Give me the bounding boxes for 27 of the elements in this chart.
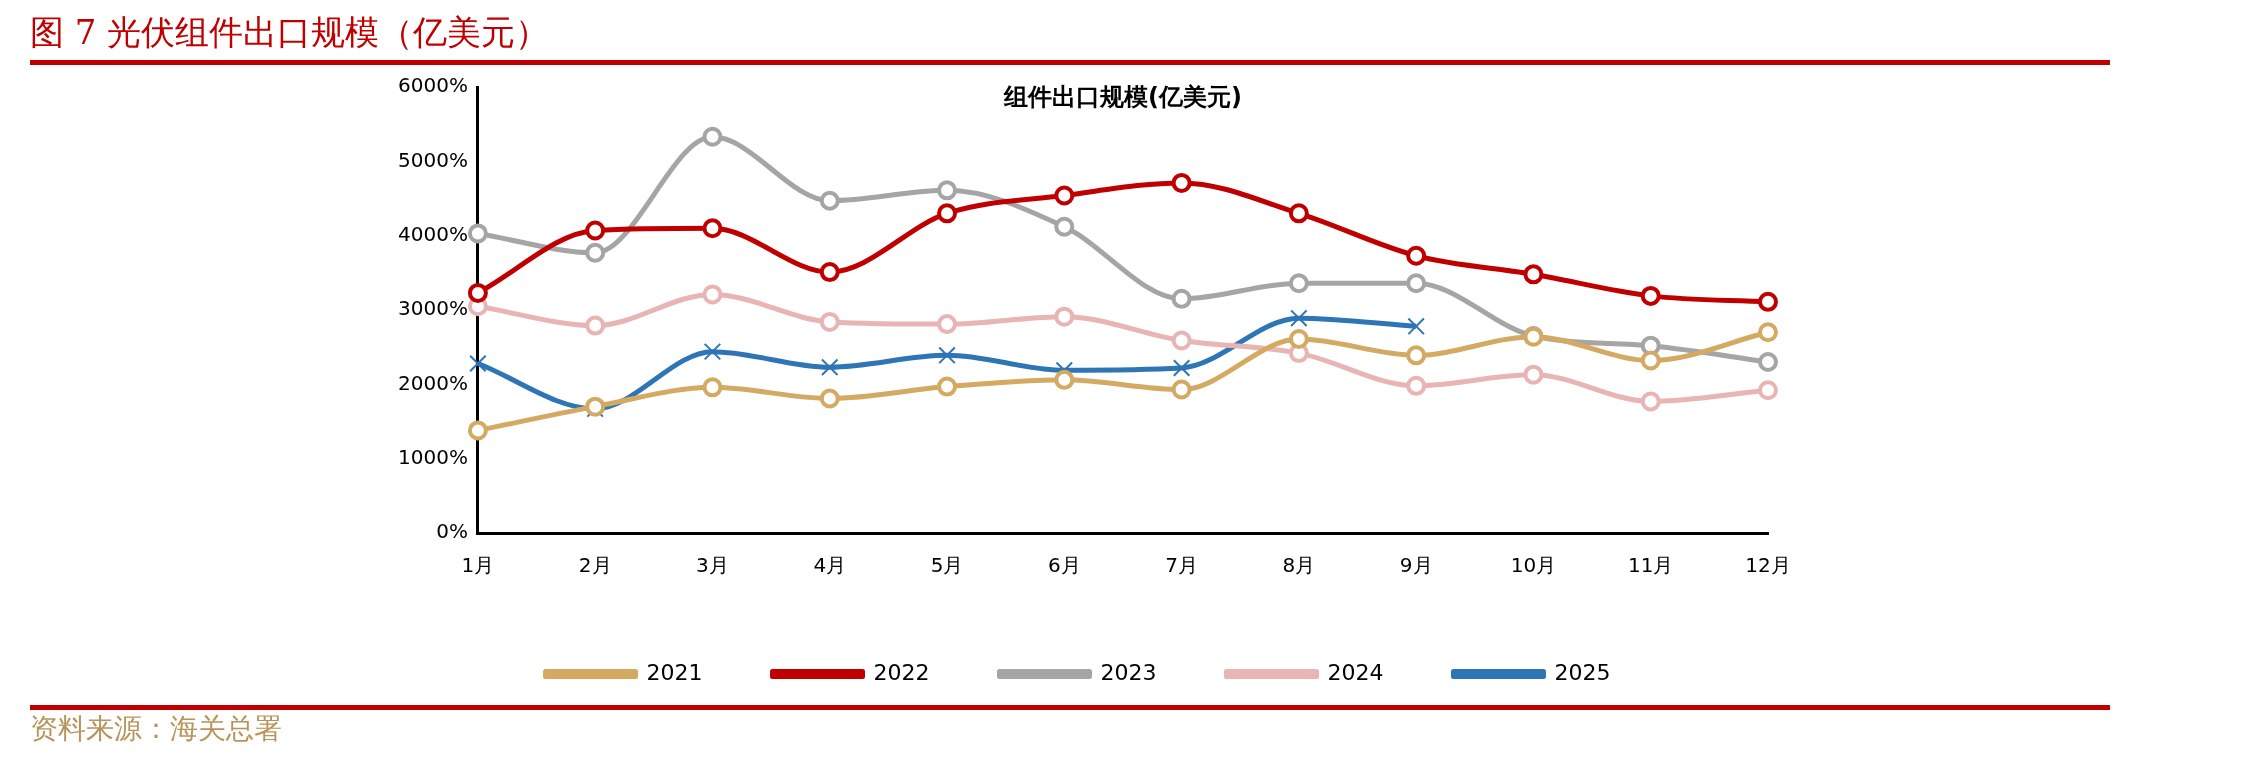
x-tick-label: 6月: [1047, 553, 1081, 578]
x-tick-label: 5月: [930, 553, 964, 578]
x-tick-label: 2月: [578, 553, 612, 578]
x-tick-label: 1月: [461, 553, 495, 578]
y-tick-label: 2000%: [398, 370, 468, 395]
text: 资料来源：海关总署: [29, 711, 283, 747]
x-tick-label: 12月: [1745, 553, 1791, 578]
y-tick-label: 5000%: [398, 147, 468, 172]
x-tick-label: 9月: [1399, 553, 1433, 578]
legend-label: 2023: [1100, 659, 1157, 685]
y-tick-label: 6000%: [398, 73, 468, 98]
y-tick-label: 1000%: [398, 444, 468, 469]
legend-label: 2024: [1327, 659, 1384, 685]
chart-title: 图 7 光伏组件出口规模（亿美元）: [29, 11, 551, 54]
chart-subtitle: 组件出口规模(亿美元): [1002, 83, 1242, 112]
y-tick-label: 0%: [436, 519, 468, 544]
legend-label: 2021: [646, 659, 703, 685]
x-tick-label: 8月: [1282, 553, 1316, 578]
x-tick-label: 7月: [1165, 553, 1198, 578]
legend-label: 2022: [873, 659, 930, 685]
x-tick-label: 10月: [1510, 553, 1557, 578]
y-tick-label: 3000%: [398, 296, 468, 321]
x-tick-label: 11月: [1627, 553, 1674, 578]
y-tick-label: 4000%: [398, 221, 468, 246]
legend-label: 2025: [1554, 659, 1611, 685]
x-tick-label: 3月: [696, 553, 729, 578]
x-tick-label: 4月: [813, 553, 847, 578]
